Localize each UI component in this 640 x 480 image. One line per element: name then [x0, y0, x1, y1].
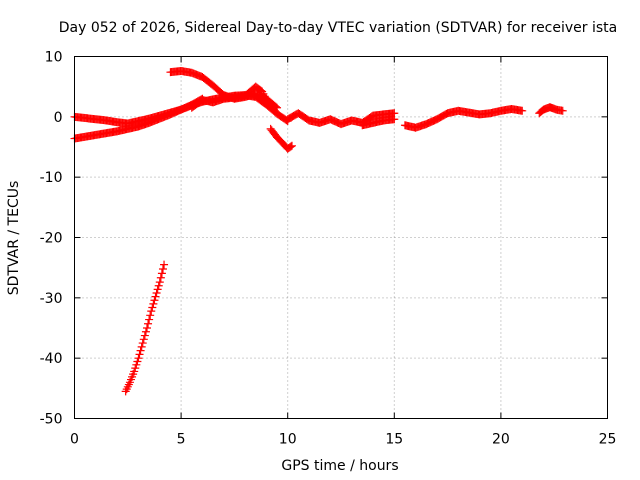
x-tick-label: 20	[492, 432, 510, 448]
y-tick-label: -10	[40, 170, 63, 186]
data-point	[134, 354, 143, 363]
data-point	[145, 315, 154, 324]
x-tick-label: 25	[599, 432, 617, 448]
data-point	[150, 296, 159, 305]
data-point	[160, 260, 169, 269]
y-axis-label: SDTVAR / TECUs	[6, 181, 22, 296]
data-point	[270, 106, 279, 115]
data-point	[133, 357, 142, 366]
y-tick-label: -30	[40, 291, 63, 307]
data-point	[140, 331, 149, 340]
data-point	[131, 364, 140, 373]
y-tick-label: -20	[40, 231, 63, 247]
data-point	[155, 278, 164, 287]
x-tick-label: 0	[70, 432, 79, 448]
data-point	[141, 327, 150, 336]
y-tick-label: 10	[45, 50, 63, 66]
x-tick-label: 10	[279, 432, 297, 448]
chart-title: Day 052 of 2026, Sidereal Day-to-day VTE…	[59, 20, 617, 36]
x-tick-label: 15	[385, 432, 403, 448]
data-point	[158, 265, 167, 274]
data-point	[137, 342, 146, 351]
data-point	[144, 319, 153, 328]
y-tick-label: -40	[40, 351, 63, 367]
data-point	[138, 339, 147, 348]
series-track-late	[535, 103, 567, 118]
data-point	[518, 106, 527, 115]
data-point	[148, 303, 157, 312]
series-track-after-15	[400, 104, 527, 132]
data-point	[142, 324, 151, 332]
series-track-middle	[283, 109, 399, 129]
data-point	[287, 141, 296, 150]
series-track-dip-near-10	[266, 124, 296, 153]
data-point	[132, 360, 141, 369]
data-point	[286, 142, 295, 151]
data-point	[147, 307, 156, 316]
data-point	[157, 269, 166, 278]
data-point	[149, 299, 158, 308]
data-point	[146, 311, 155, 320]
data-point	[269, 105, 278, 114]
data-point	[135, 350, 144, 359]
data-layer	[70, 66, 567, 396]
data-point	[152, 289, 161, 298]
y-tick-label: 0	[54, 110, 63, 126]
x-axis-label: GPS time / hours	[281, 458, 398, 474]
data-point	[153, 285, 162, 294]
x-tick-label: 5	[177, 432, 186, 448]
series-track-steep-low	[121, 260, 169, 396]
series-track-mid-band	[187, 82, 279, 115]
data-point	[151, 292, 160, 301]
grid-layer	[74, 56, 608, 419]
data-point	[136, 346, 145, 355]
plot-frame	[74, 56, 608, 419]
series-track-middle-lower	[358, 115, 399, 130]
data-point	[558, 106, 567, 115]
data-point	[139, 335, 148, 344]
data-point	[154, 281, 163, 290]
data-point	[390, 115, 399, 124]
y-tick-label: -50	[40, 412, 63, 428]
data-point	[156, 273, 165, 282]
data-point	[130, 367, 139, 376]
